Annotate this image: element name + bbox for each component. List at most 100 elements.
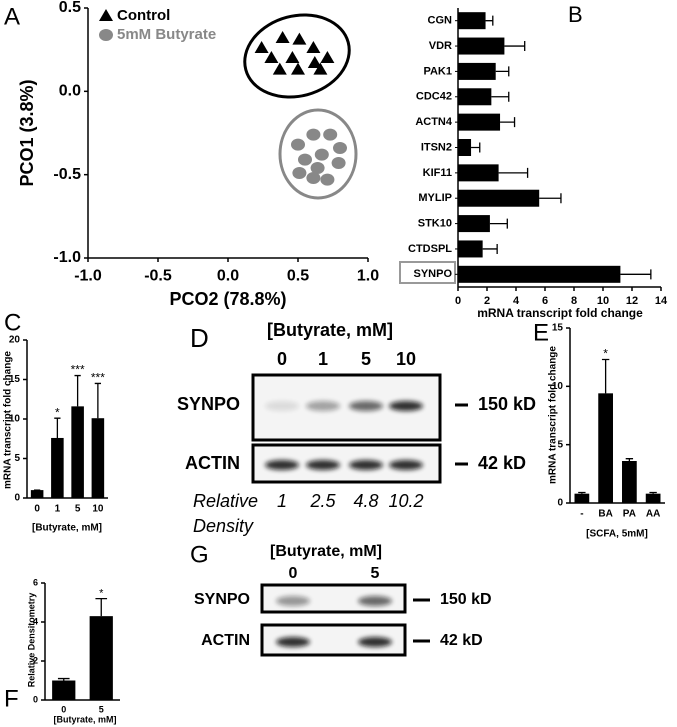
y-tick-label: MYLIP (418, 192, 452, 204)
x-tick-label: - (580, 509, 583, 520)
error-bar (601, 358, 610, 394)
bar (458, 37, 505, 55)
blot-band (358, 596, 392, 606)
highlight-box (399, 261, 456, 284)
bar (51, 437, 64, 498)
y-axis-label: mRNA transcript fold change (3, 351, 14, 489)
y-tick-label: 20 (9, 335, 21, 346)
point (306, 128, 321, 141)
error-bar (471, 142, 481, 153)
error-bar (485, 15, 494, 26)
x-tick-label: 1 (55, 504, 61, 515)
blot-band (349, 460, 383, 470)
y-tick-label: 0.0 (59, 83, 81, 100)
density-label: Density (193, 516, 254, 536)
y-tick-label: KIF11 (423, 167, 452, 179)
y-tick-label: 6 (33, 577, 38, 587)
x-tick-label: 0 (455, 295, 461, 307)
x-tick-label: AA (646, 509, 660, 520)
point (285, 51, 300, 63)
bar (30, 490, 44, 498)
y-tick-label: 0 (557, 498, 563, 509)
x-axis-label: PCO2 (78.8%) (169, 289, 286, 309)
density-value: 2.5 (309, 491, 336, 511)
x-tick-label: 6 (542, 295, 548, 307)
x-tick-label: -1.0 (74, 268, 102, 285)
point (254, 41, 269, 53)
y-tick-label: -1.0 (53, 249, 81, 266)
error-bar (95, 597, 108, 617)
y-tick-label: 0 (14, 493, 20, 504)
error-bar (649, 491, 657, 494)
point (292, 167, 307, 179)
y-tick-label: 10 (9, 414, 21, 425)
x-axis-label: [Butyrate, mM] (32, 523, 102, 534)
point (313, 62, 328, 75)
x-axis-label: [SCFA, 5mM] (586, 529, 648, 540)
y-tick-label: CDC42 (416, 91, 452, 103)
y-tick-label: 15 (552, 323, 564, 334)
bar (458, 189, 540, 207)
bar (458, 12, 486, 30)
blot-header: [Butyrate, mM] (270, 543, 382, 560)
error-bar (57, 677, 70, 681)
x-tick-label: PA (623, 509, 636, 520)
point (320, 51, 335, 63)
x-tick-label: BA (598, 509, 612, 520)
blot-band (265, 401, 299, 411)
x-tick-label: 8 (571, 295, 577, 307)
error-bar (74, 374, 81, 407)
y-tick-label: CTDSPL (408, 243, 452, 255)
y-tick-label: -0.5 (53, 166, 81, 183)
lane-label: 0 (289, 565, 298, 582)
legend-label: Control (117, 7, 170, 24)
bar (458, 215, 490, 233)
error-bar (491, 91, 510, 102)
point (306, 172, 321, 184)
blot-row-label: ACTIN (185, 453, 240, 473)
bar (458, 164, 499, 182)
y-tick-label: ITSN2 (421, 141, 452, 153)
density-label: Relative (193, 491, 258, 511)
size-label: 42 kD (440, 632, 483, 649)
lane-label: 1 (318, 349, 328, 369)
point (323, 128, 338, 141)
point (275, 31, 290, 43)
point (264, 51, 279, 63)
significance-label: *** (91, 371, 105, 385)
panel-label: F (4, 685, 19, 712)
x-tick-label: 5 (99, 704, 104, 714)
cluster-outline (278, 108, 358, 200)
y-tick-label: 15 (9, 374, 21, 385)
point (291, 62, 305, 75)
y-tick-label: CGN (428, 15, 453, 27)
x-tick-label: 0.0 (217, 268, 239, 285)
x-tick-label: 14 (655, 295, 668, 307)
y-tick-label: SYNPO (413, 268, 452, 280)
significance-label: * (99, 588, 104, 600)
point (310, 162, 325, 174)
bar (458, 62, 496, 80)
y-tick-label: PAK1 (423, 65, 452, 77)
error-bar (539, 193, 562, 204)
blot-band (389, 401, 423, 411)
y-axis-label: mRNA transcript fold change (548, 346, 559, 484)
error-bar (498, 167, 529, 178)
blot-band (389, 460, 423, 470)
density-value: 1 (277, 491, 287, 511)
y-tick-label: 5 (557, 439, 563, 450)
point (291, 138, 305, 151)
blot-band (306, 460, 340, 470)
legend-marker (99, 29, 113, 41)
blot-band (265, 460, 299, 470)
bar (458, 88, 492, 106)
lane-label: 10 (396, 349, 416, 369)
error-bar (495, 66, 510, 77)
x-tick-label: 0 (61, 704, 66, 714)
error-bar (500, 117, 516, 128)
error-bar (625, 458, 634, 461)
significance-label: * (55, 405, 60, 419)
point (320, 173, 335, 186)
error-bar (482, 243, 498, 254)
